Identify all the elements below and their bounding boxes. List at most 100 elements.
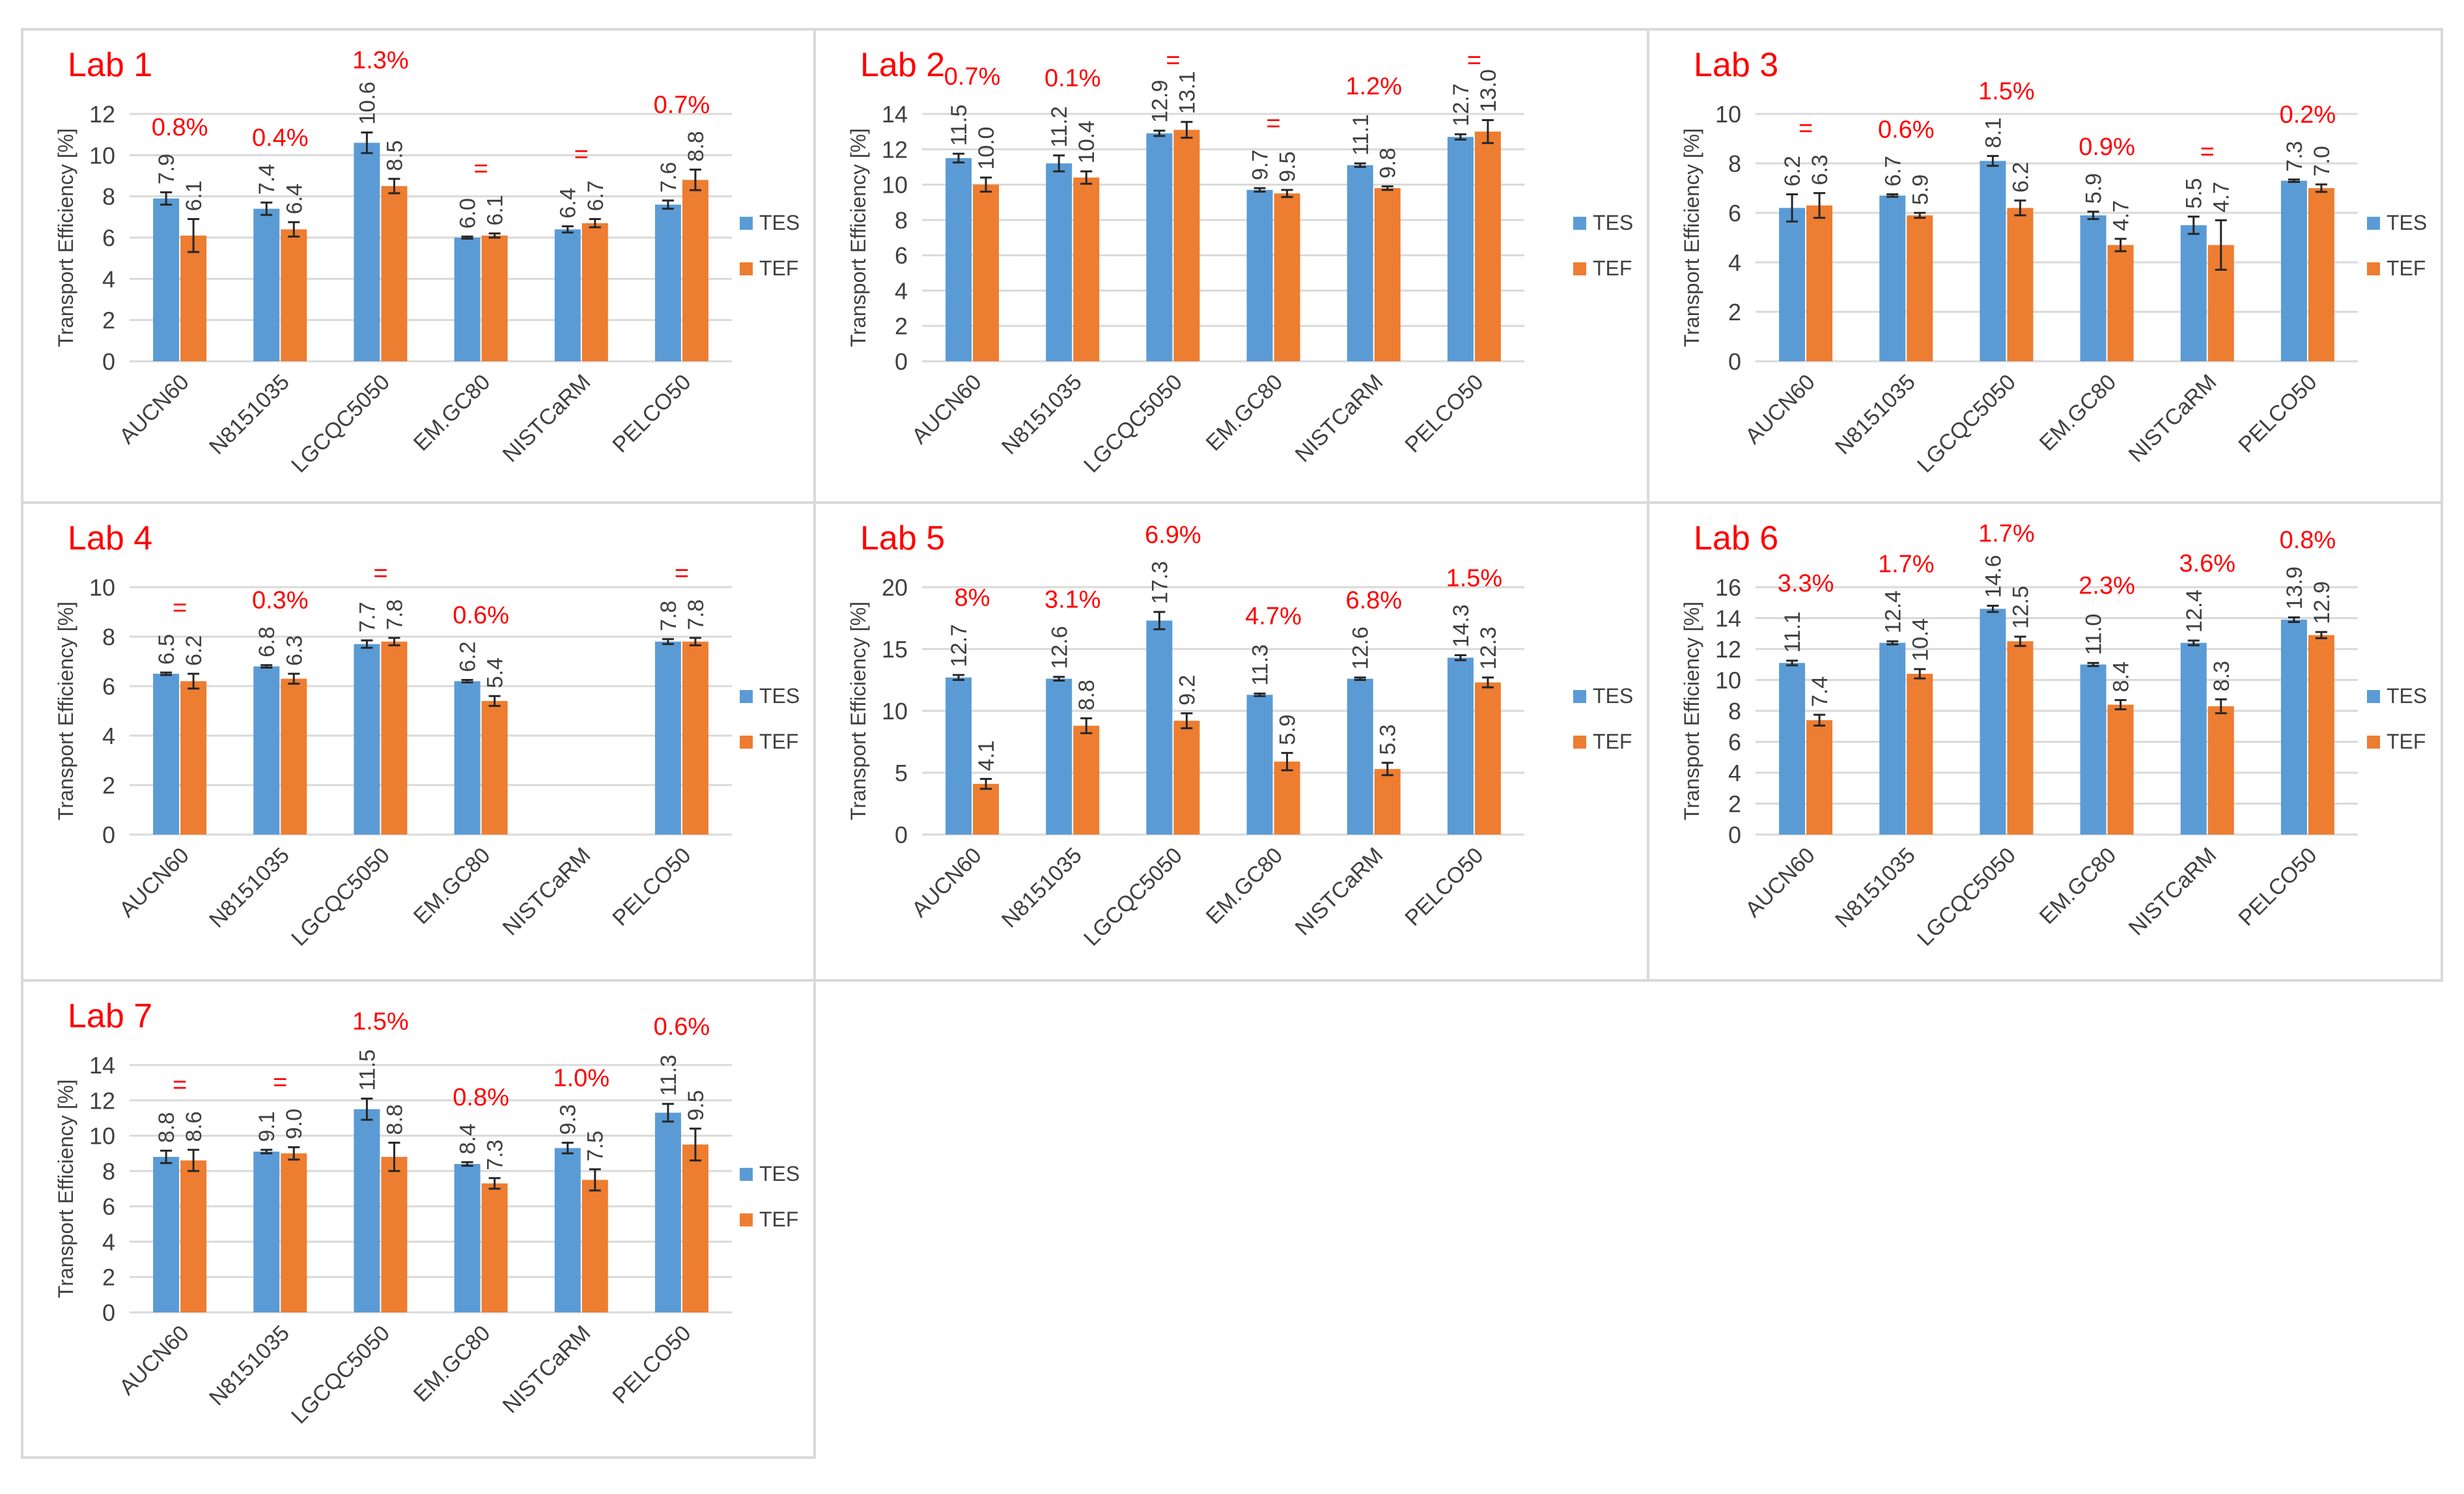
legend-label-tes: TES bbox=[2387, 684, 2427, 708]
data-label-tes: 14.6 bbox=[1981, 555, 2006, 598]
y-tick-label: 20 bbox=[882, 574, 908, 601]
difference-annotation: 0.7% bbox=[654, 91, 710, 118]
difference-annotation: = bbox=[574, 141, 589, 168]
y-tick-label: 6 bbox=[102, 225, 115, 251]
legend-swatch-tef bbox=[2367, 262, 2380, 275]
bar-tes bbox=[1146, 620, 1173, 835]
bar-tef bbox=[281, 1153, 307, 1312]
difference-annotation: = bbox=[173, 594, 187, 622]
y-tick-label: 14 bbox=[1715, 605, 1741, 632]
y-tick-label: 10 bbox=[1715, 101, 1741, 128]
data-label-tes: 12.7 bbox=[1449, 83, 1474, 126]
bar-tef bbox=[1073, 725, 1100, 835]
difference-annotation: = bbox=[1166, 47, 1180, 74]
chart-panel-lab-6: Lab 6 0 2 4 6 8 10 12 14 16 Transport Efficiency [… bbox=[1647, 501, 2443, 982]
y-tick-label: 8 bbox=[895, 207, 908, 234]
bar-tes bbox=[1246, 695, 1273, 835]
data-label-tef: 10.4 bbox=[1908, 618, 1933, 661]
difference-annotation: 0.7% bbox=[944, 63, 1001, 90]
data-label-tes: 6.7 bbox=[1881, 156, 1905, 186]
legend-label-tes: TES bbox=[759, 1162, 800, 1185]
bar-tef bbox=[481, 235, 508, 361]
y-tick-label: 4 bbox=[1728, 760, 1741, 786]
data-label-tes: 11.1 bbox=[1780, 611, 1805, 653]
bar-tes bbox=[253, 208, 280, 361]
data-label-tef: 7.3 bbox=[483, 1139, 508, 1170]
bar-tef bbox=[2107, 245, 2134, 361]
data-label-tes: 6.2 bbox=[1780, 156, 1805, 186]
data-label-tes: 6.4 bbox=[556, 187, 581, 218]
data-label-tes: 7.9 bbox=[154, 154, 179, 184]
difference-annotation: 3.6% bbox=[2179, 550, 2235, 577]
bar-tef bbox=[1173, 130, 1200, 361]
y-tick-label: 4 bbox=[895, 277, 908, 304]
legend-swatch-tef bbox=[740, 262, 753, 275]
bar-tes bbox=[153, 1157, 180, 1312]
bar-tef bbox=[1806, 720, 1833, 835]
y-tick-label: 12 bbox=[89, 101, 115, 128]
y-tick-label: 8 bbox=[102, 184, 115, 210]
difference-annotation: 1.2% bbox=[1345, 73, 1402, 100]
bar-tef bbox=[581, 1180, 608, 1312]
bar-tes bbox=[1879, 195, 1906, 361]
data-label-tef: 6.1 bbox=[182, 180, 206, 211]
y-axis-label: Transport Efficiency [%] bbox=[54, 128, 77, 347]
bar-tes bbox=[2080, 215, 2107, 361]
bar-tef bbox=[2107, 704, 2134, 835]
data-label-tes: 7.7 bbox=[355, 602, 380, 632]
data-label-tef: 10.4 bbox=[1074, 120, 1099, 163]
difference-annotation: 0.6% bbox=[1878, 116, 1935, 143]
y-tick-label: 2 bbox=[102, 1264, 115, 1291]
data-label-tes: 17.3 bbox=[1147, 561, 1172, 604]
data-label-tes: 6.8 bbox=[255, 626, 279, 657]
chart-title: Lab 3 bbox=[1694, 46, 1778, 84]
data-label-tef: 5.3 bbox=[1376, 725, 1401, 755]
bar-tef bbox=[1474, 682, 1501, 835]
y-axis-label: Transport Efficiency [%] bbox=[847, 602, 870, 820]
legend-swatch-tef bbox=[740, 1213, 753, 1226]
difference-annotation: 4.7% bbox=[1245, 603, 1302, 630]
difference-annotation: 1.7% bbox=[1978, 520, 2035, 547]
bar-tes bbox=[654, 641, 681, 835]
legend-swatch-tef bbox=[740, 736, 753, 749]
chart-title: Lab 7 bbox=[68, 997, 152, 1035]
bar-tef bbox=[2207, 706, 2234, 835]
bar-tes bbox=[2080, 664, 2107, 835]
legend-label-tef: TEF bbox=[2387, 730, 2426, 753]
data-label-tes: 14.3 bbox=[1449, 604, 1474, 647]
data-label-tes: 10.6 bbox=[355, 81, 380, 124]
y-tick-label: 4 bbox=[102, 266, 115, 292]
data-label-tes: 11.3 bbox=[1248, 644, 1273, 686]
bar-tes bbox=[1347, 678, 1373, 835]
data-label-tes: 11.3 bbox=[656, 1055, 681, 1096]
y-tick-label: 5 bbox=[895, 760, 908, 786]
legend-label-tef: TEF bbox=[759, 1208, 798, 1231]
data-label-tes: 6.5 bbox=[154, 634, 179, 665]
bar-tes bbox=[2180, 225, 2207, 361]
data-label-tef: 12.9 bbox=[2310, 581, 2334, 624]
bar-tef bbox=[973, 784, 1000, 835]
difference-annotation: = bbox=[1467, 47, 1481, 74]
data-label-tef: 8.6 bbox=[182, 1111, 206, 1142]
bar-tef bbox=[381, 641, 408, 835]
bar-tef bbox=[2308, 635, 2334, 835]
data-label-tef: 7.5 bbox=[583, 1131, 608, 1161]
data-label-tes: 11.5 bbox=[355, 1049, 380, 1091]
bar-tef bbox=[973, 184, 1000, 361]
legend-swatch-tes bbox=[740, 217, 753, 230]
y-tick-label: 14 bbox=[882, 101, 908, 128]
data-label-tes: 6.0 bbox=[456, 198, 481, 228]
y-axis-label: Transport Efficiency [%] bbox=[1680, 128, 1703, 347]
difference-annotation: 0.4% bbox=[252, 124, 309, 152]
y-tick-label: 0 bbox=[102, 1299, 115, 1326]
bar-tef bbox=[2007, 208, 2034, 361]
data-label-tes: 7.3 bbox=[2282, 141, 2307, 171]
legend-swatch-tef bbox=[2367, 736, 2380, 749]
y-tick-label: 8 bbox=[102, 624, 115, 650]
chart-title: Lab 2 bbox=[860, 46, 945, 84]
legend-label-tef: TEF bbox=[2387, 256, 2426, 280]
y-tick-label: 6 bbox=[102, 1193, 115, 1220]
y-tick-label: 14 bbox=[89, 1052, 115, 1079]
